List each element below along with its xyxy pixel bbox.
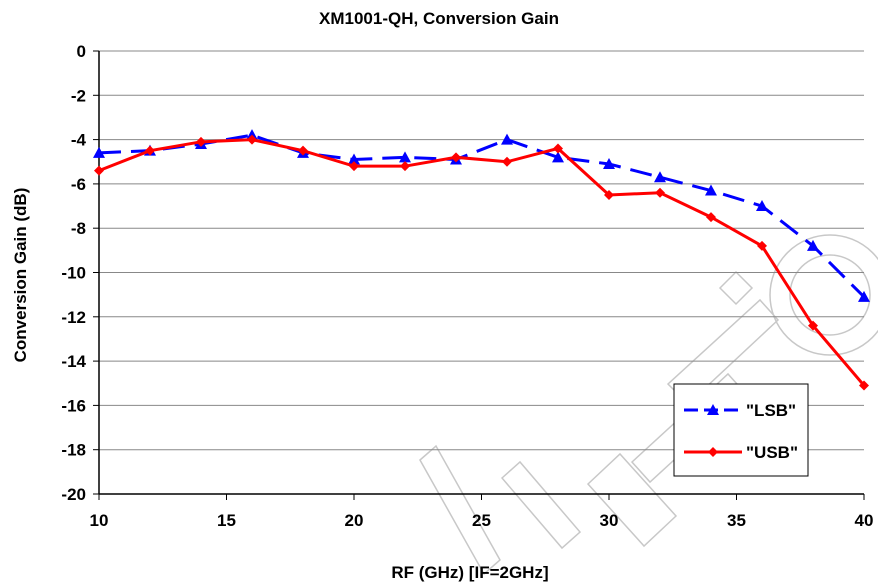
data-point [399, 151, 411, 163]
x-tick-label: 30 [600, 511, 619, 530]
y-axis-label: Conversion Gain (dB) [11, 188, 30, 363]
legend-marker [707, 404, 719, 415]
data-point [145, 145, 155, 156]
y-tick-label: -16 [61, 396, 86, 415]
chart-title: XM1001-QH, Conversion Gain [319, 9, 559, 28]
x-tick-label: 20 [345, 511, 364, 530]
y-tick-label: -12 [61, 308, 86, 327]
y-tick-label: -18 [61, 441, 86, 460]
data-point [196, 136, 206, 147]
data-point [247, 134, 257, 145]
data-point [298, 145, 308, 156]
data-point [756, 200, 768, 212]
y-tick-label: -2 [71, 86, 86, 105]
y-tick-label: -8 [71, 219, 86, 238]
data-point [757, 240, 767, 251]
y-tick-label: -6 [71, 175, 86, 194]
series-line [98, 138, 866, 387]
x-tick-label: 40 [855, 511, 874, 530]
legend-label: "LSB" [746, 401, 796, 420]
data-point [552, 151, 564, 163]
data-point [501, 133, 513, 145]
data-point [859, 380, 869, 391]
y-tick-label: -14 [61, 352, 86, 371]
y-tick-label: -4 [71, 131, 87, 150]
legend: "LSB" "USB" [673, 383, 809, 477]
data-point [705, 184, 717, 196]
data-point [553, 143, 563, 154]
data-point [808, 320, 818, 331]
data-point [603, 157, 615, 169]
y-tick-label: 0 [77, 42, 86, 61]
x-axis-label: RF (GHz) [IF=2GHz] [391, 563, 548, 582]
legend-item: "USB" [684, 443, 798, 462]
series-layer [93, 129, 870, 391]
x-tick-label: 10 [90, 511, 109, 530]
data-point [706, 212, 716, 223]
y-tick-labels: 0 -2 -4 -6 -8 -10 -12 -14 -16 -18 -20 [61, 42, 86, 504]
data-point [349, 161, 359, 172]
x-tick-label: 25 [472, 511, 491, 530]
legend-marker [708, 447, 718, 457]
series-0 [93, 129, 870, 302]
data-point [654, 171, 666, 183]
data-point [655, 187, 665, 198]
data-point [348, 153, 360, 165]
data-point [93, 146, 105, 158]
x-tick-labels: 10 15 20 25 30 35 40 [90, 511, 874, 530]
data-point [604, 189, 614, 200]
series-1 [94, 134, 869, 391]
legend-label: "USB" [746, 443, 798, 462]
data-point [858, 290, 870, 302]
x-tick-label: 35 [727, 511, 746, 530]
data-point [502, 156, 512, 167]
data-point [807, 239, 819, 251]
axes [93, 50, 865, 500]
legend-item: "LSB" [684, 401, 796, 420]
data-point [451, 152, 461, 163]
data-point [94, 165, 104, 176]
y-tick-label: -20 [61, 485, 86, 504]
data-point [400, 161, 410, 172]
legend-box [673, 383, 809, 477]
y-tick-label: -10 [61, 264, 86, 283]
x-tick-label: 15 [217, 511, 236, 530]
